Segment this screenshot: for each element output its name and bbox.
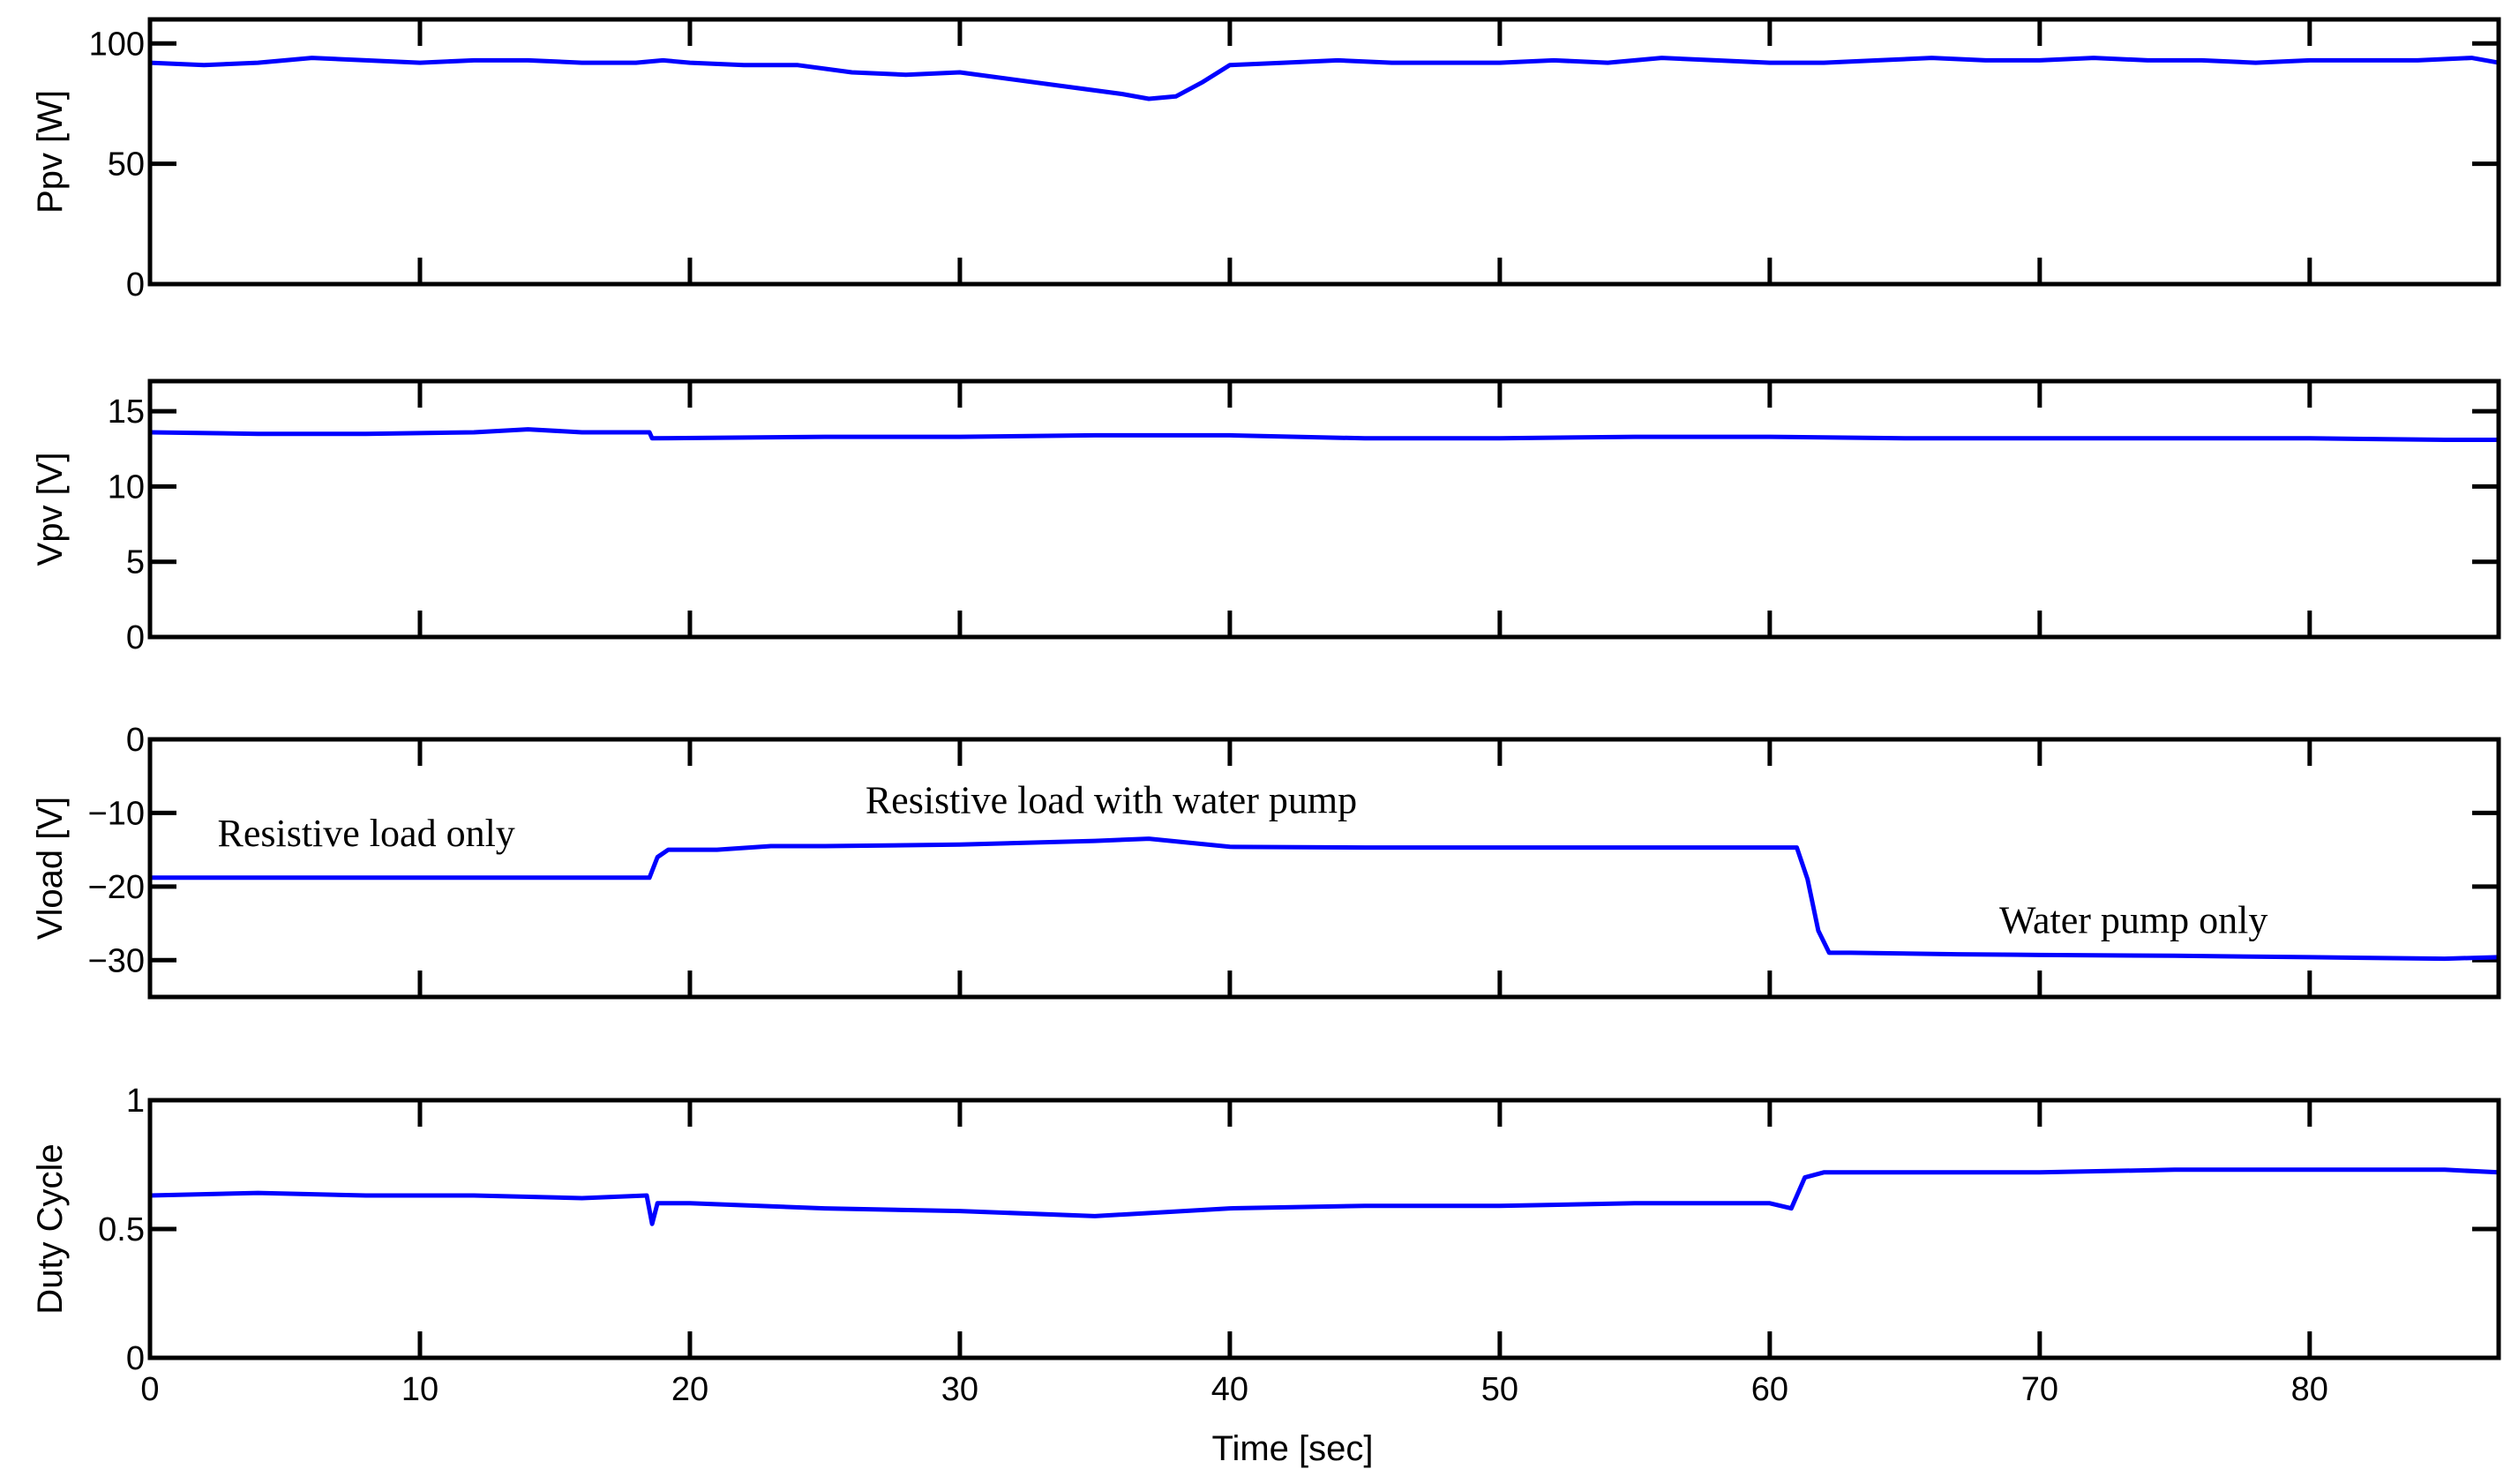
y-axis-label: Vload [V] — [31, 797, 70, 940]
panel-vload: −30 −20 −10 0 Vload [V] Resistive load only Re… — [31, 722, 2501, 1000]
y-tick-label: −20 — [88, 869, 145, 906]
x-tick-label: 10 — [401, 1371, 438, 1408]
panel-ppv: 0 50 100 Ppv [W] — [31, 17, 2501, 304]
y-axis-label: Ppv [W] — [31, 90, 70, 214]
series-line-ppv — [147, 56, 2501, 101]
y-tick-label: −30 — [88, 942, 145, 979]
axes-frame — [147, 17, 2501, 287]
x-tick-label: 70 — [2021, 1371, 2058, 1408]
y-tick-label: 0.5 — [98, 1211, 145, 1248]
y-tick-label: 50 — [108, 146, 145, 184]
series-line-vload — [147, 836, 2501, 962]
axes-frame — [147, 378, 2501, 640]
y-tick-label: 0 — [126, 266, 145, 304]
y-tick-label: 5 — [126, 544, 145, 581]
y-tick-label: 100 — [89, 26, 145, 63]
y-axis-label: Duty Cycle — [31, 1143, 70, 1314]
annotation-label: Resistive load with water pump — [866, 778, 1357, 821]
x-tick-label: 0 — [140, 1371, 159, 1408]
series-line-duty — [147, 1167, 2501, 1226]
x-tick-label: 80 — [2291, 1371, 2328, 1408]
y-tick-label: 1 — [126, 1083, 145, 1120]
y-tick-label: 0 — [126, 619, 145, 656]
x-tick-label: 40 — [1211, 1371, 1248, 1408]
x-tick-label: 50 — [1481, 1371, 1518, 1408]
panel-vpv: 0 5 10 15 Vpv [V] — [31, 378, 2501, 656]
x-axis-label: Time [sec] — [1212, 1429, 1374, 1468]
y-tick-label: 15 — [108, 393, 145, 431]
x-tick-label: 30 — [941, 1371, 978, 1408]
y-tick-label: −10 — [88, 795, 145, 832]
axes-frame — [147, 737, 2501, 1000]
annotation-label: Resistive load only — [217, 812, 514, 855]
y-tick-label: 10 — [108, 468, 145, 506]
y-axis-label: Vpv [V] — [31, 453, 70, 566]
axes-frame — [147, 1098, 2501, 1360]
x-tick-label: 20 — [671, 1371, 708, 1408]
annotation-label: Water pump only — [1999, 898, 2267, 941]
x-tick-label: 60 — [1751, 1371, 1788, 1408]
panel-duty: 0 0.5 1 Duty Cycle 0 10 20 30 40 50 60 70 80 — [31, 1083, 2501, 1408]
y-tick-label: 0 — [126, 722, 145, 759]
series-line-vpv — [147, 427, 2501, 442]
y-tick-label: 0 — [126, 1340, 145, 1377]
